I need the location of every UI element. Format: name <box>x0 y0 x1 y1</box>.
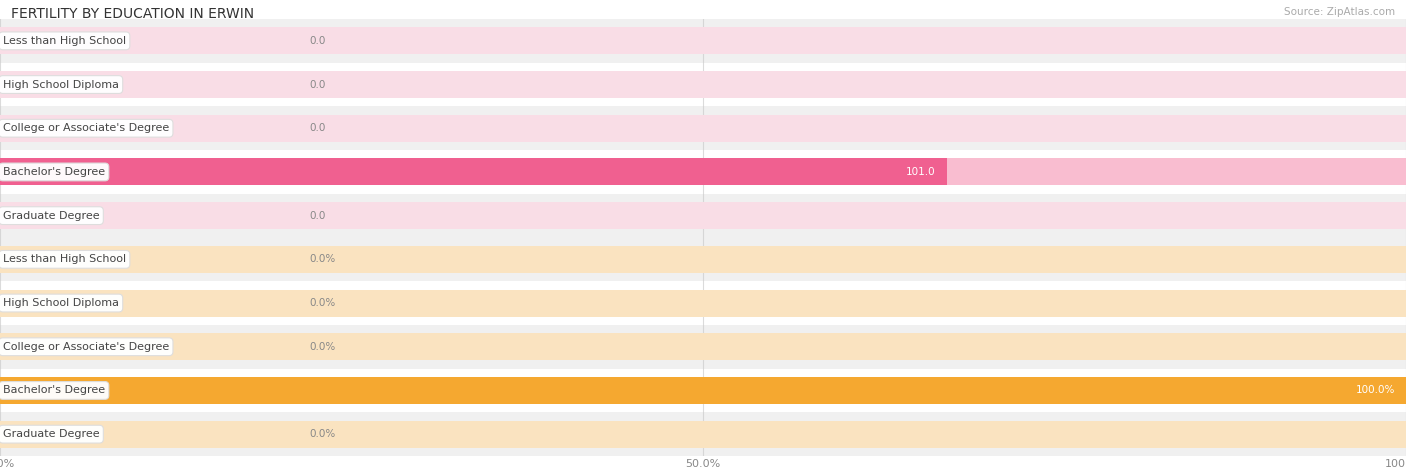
Text: 100.0%: 100.0% <box>1355 385 1395 396</box>
Text: 0.0: 0.0 <box>309 210 326 221</box>
Text: Less than High School: Less than High School <box>3 254 127 265</box>
Text: Graduate Degree: Graduate Degree <box>3 429 100 439</box>
Text: 0.0: 0.0 <box>309 36 326 46</box>
Bar <box>0 377 1406 404</box>
Bar <box>0 27 1406 55</box>
Bar <box>0 289 1406 317</box>
Bar <box>0 246 1406 273</box>
Text: 0.0%: 0.0% <box>309 254 336 265</box>
Text: College or Associate's Degree: College or Associate's Degree <box>3 342 169 352</box>
Bar <box>0 369 1406 412</box>
Text: Less than High School: Less than High School <box>3 36 127 46</box>
Bar <box>0 106 1406 150</box>
Text: 101.0: 101.0 <box>905 167 935 177</box>
Text: 0.0%: 0.0% <box>309 342 336 352</box>
Bar <box>0 158 946 186</box>
Bar <box>0 333 1406 361</box>
Text: 0.0: 0.0 <box>309 123 326 133</box>
Bar <box>0 114 1406 142</box>
Bar <box>0 281 1406 325</box>
Text: FERTILITY BY EDUCATION IN ERWIN: FERTILITY BY EDUCATION IN ERWIN <box>11 7 254 21</box>
Text: 0.0%: 0.0% <box>309 298 336 308</box>
Text: Source: ZipAtlas.com: Source: ZipAtlas.com <box>1284 7 1395 17</box>
Text: 0.0: 0.0 <box>309 79 326 90</box>
Text: College or Associate's Degree: College or Associate's Degree <box>3 123 169 133</box>
Text: Bachelor's Degree: Bachelor's Degree <box>3 385 105 396</box>
Bar <box>0 377 1406 404</box>
Text: Bachelor's Degree: Bachelor's Degree <box>3 167 105 177</box>
Bar <box>0 325 1406 369</box>
Text: High School Diploma: High School Diploma <box>3 298 120 308</box>
Bar <box>0 150 1406 194</box>
Bar <box>0 420 1406 448</box>
Bar <box>0 238 1406 281</box>
Text: High School Diploma: High School Diploma <box>3 79 120 90</box>
Text: 0.0%: 0.0% <box>309 429 336 439</box>
Bar <box>0 63 1406 106</box>
Bar <box>0 158 1406 186</box>
Bar <box>0 412 1406 456</box>
Bar <box>0 202 1406 229</box>
Bar <box>0 71 1406 98</box>
Text: Graduate Degree: Graduate Degree <box>3 210 100 221</box>
Bar <box>0 19 1406 63</box>
Bar <box>0 194 1406 238</box>
